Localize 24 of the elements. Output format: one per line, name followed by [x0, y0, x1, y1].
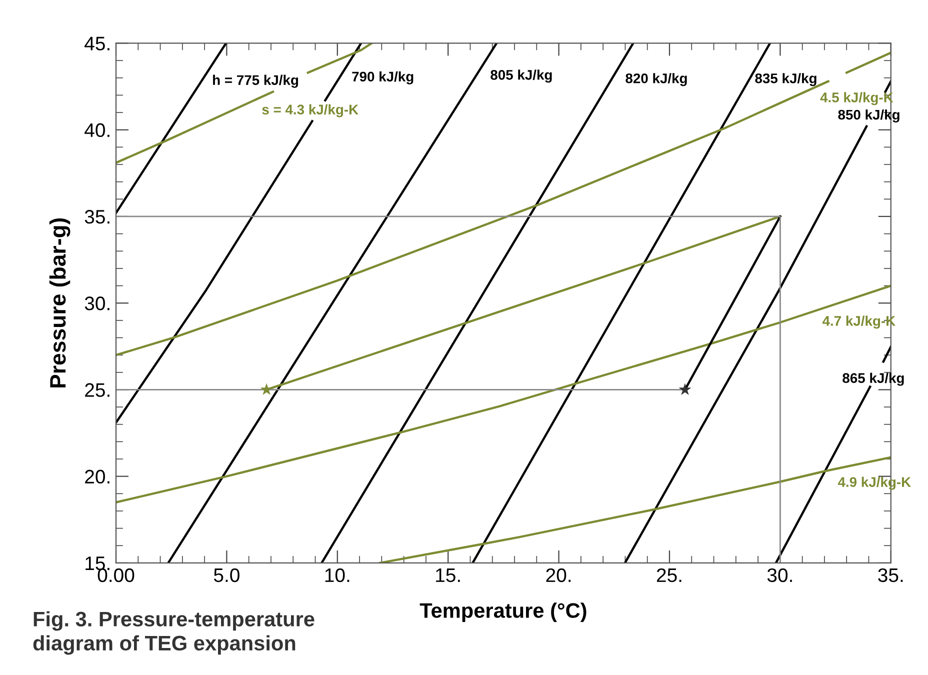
series-label: 835 kJ/kg [755, 73, 816, 86]
series-label: 790 kJ/kg [352, 71, 414, 84]
x-tick-label: 0.00 [98, 568, 134, 582]
y-tick-label: 30. [84, 296, 110, 310]
series-label: s = 4.3 kJ/kg-K [262, 104, 358, 118]
y-tick-label: 40. [84, 123, 110, 138]
y-axis-title: Pressure (bar-g) [49, 218, 70, 388]
series-label: h = 775 kJ/kg [213, 74, 298, 88]
y-tick-label: 45. [84, 36, 110, 50]
x-axis-title: Temperature (°C) [420, 602, 586, 622]
y-tick-label: 35. [84, 210, 110, 224]
y-tick-label: 15. [86, 556, 110, 570]
x-tick-label: 10. [325, 568, 350, 582]
series-label: 805 kJ/kg [490, 70, 552, 83]
x-tick-label: 25. [656, 568, 682, 582]
y-tick-label: 20. [85, 470, 110, 484]
x-tick-label: 35. [878, 568, 903, 582]
y-tick-label: 25. [85, 383, 110, 397]
x-tick-label: 30. [767, 568, 792, 582]
x-tick-label: 20. [546, 568, 571, 582]
series-label: 820 kJ/kg [626, 73, 687, 86]
x-tick-label: 15. [436, 568, 460, 582]
x-tick-label: 5.0 [214, 568, 240, 582]
caption: Fig. 3. Pressure-temperature diagram of TEG expansion [33, 611, 314, 655]
